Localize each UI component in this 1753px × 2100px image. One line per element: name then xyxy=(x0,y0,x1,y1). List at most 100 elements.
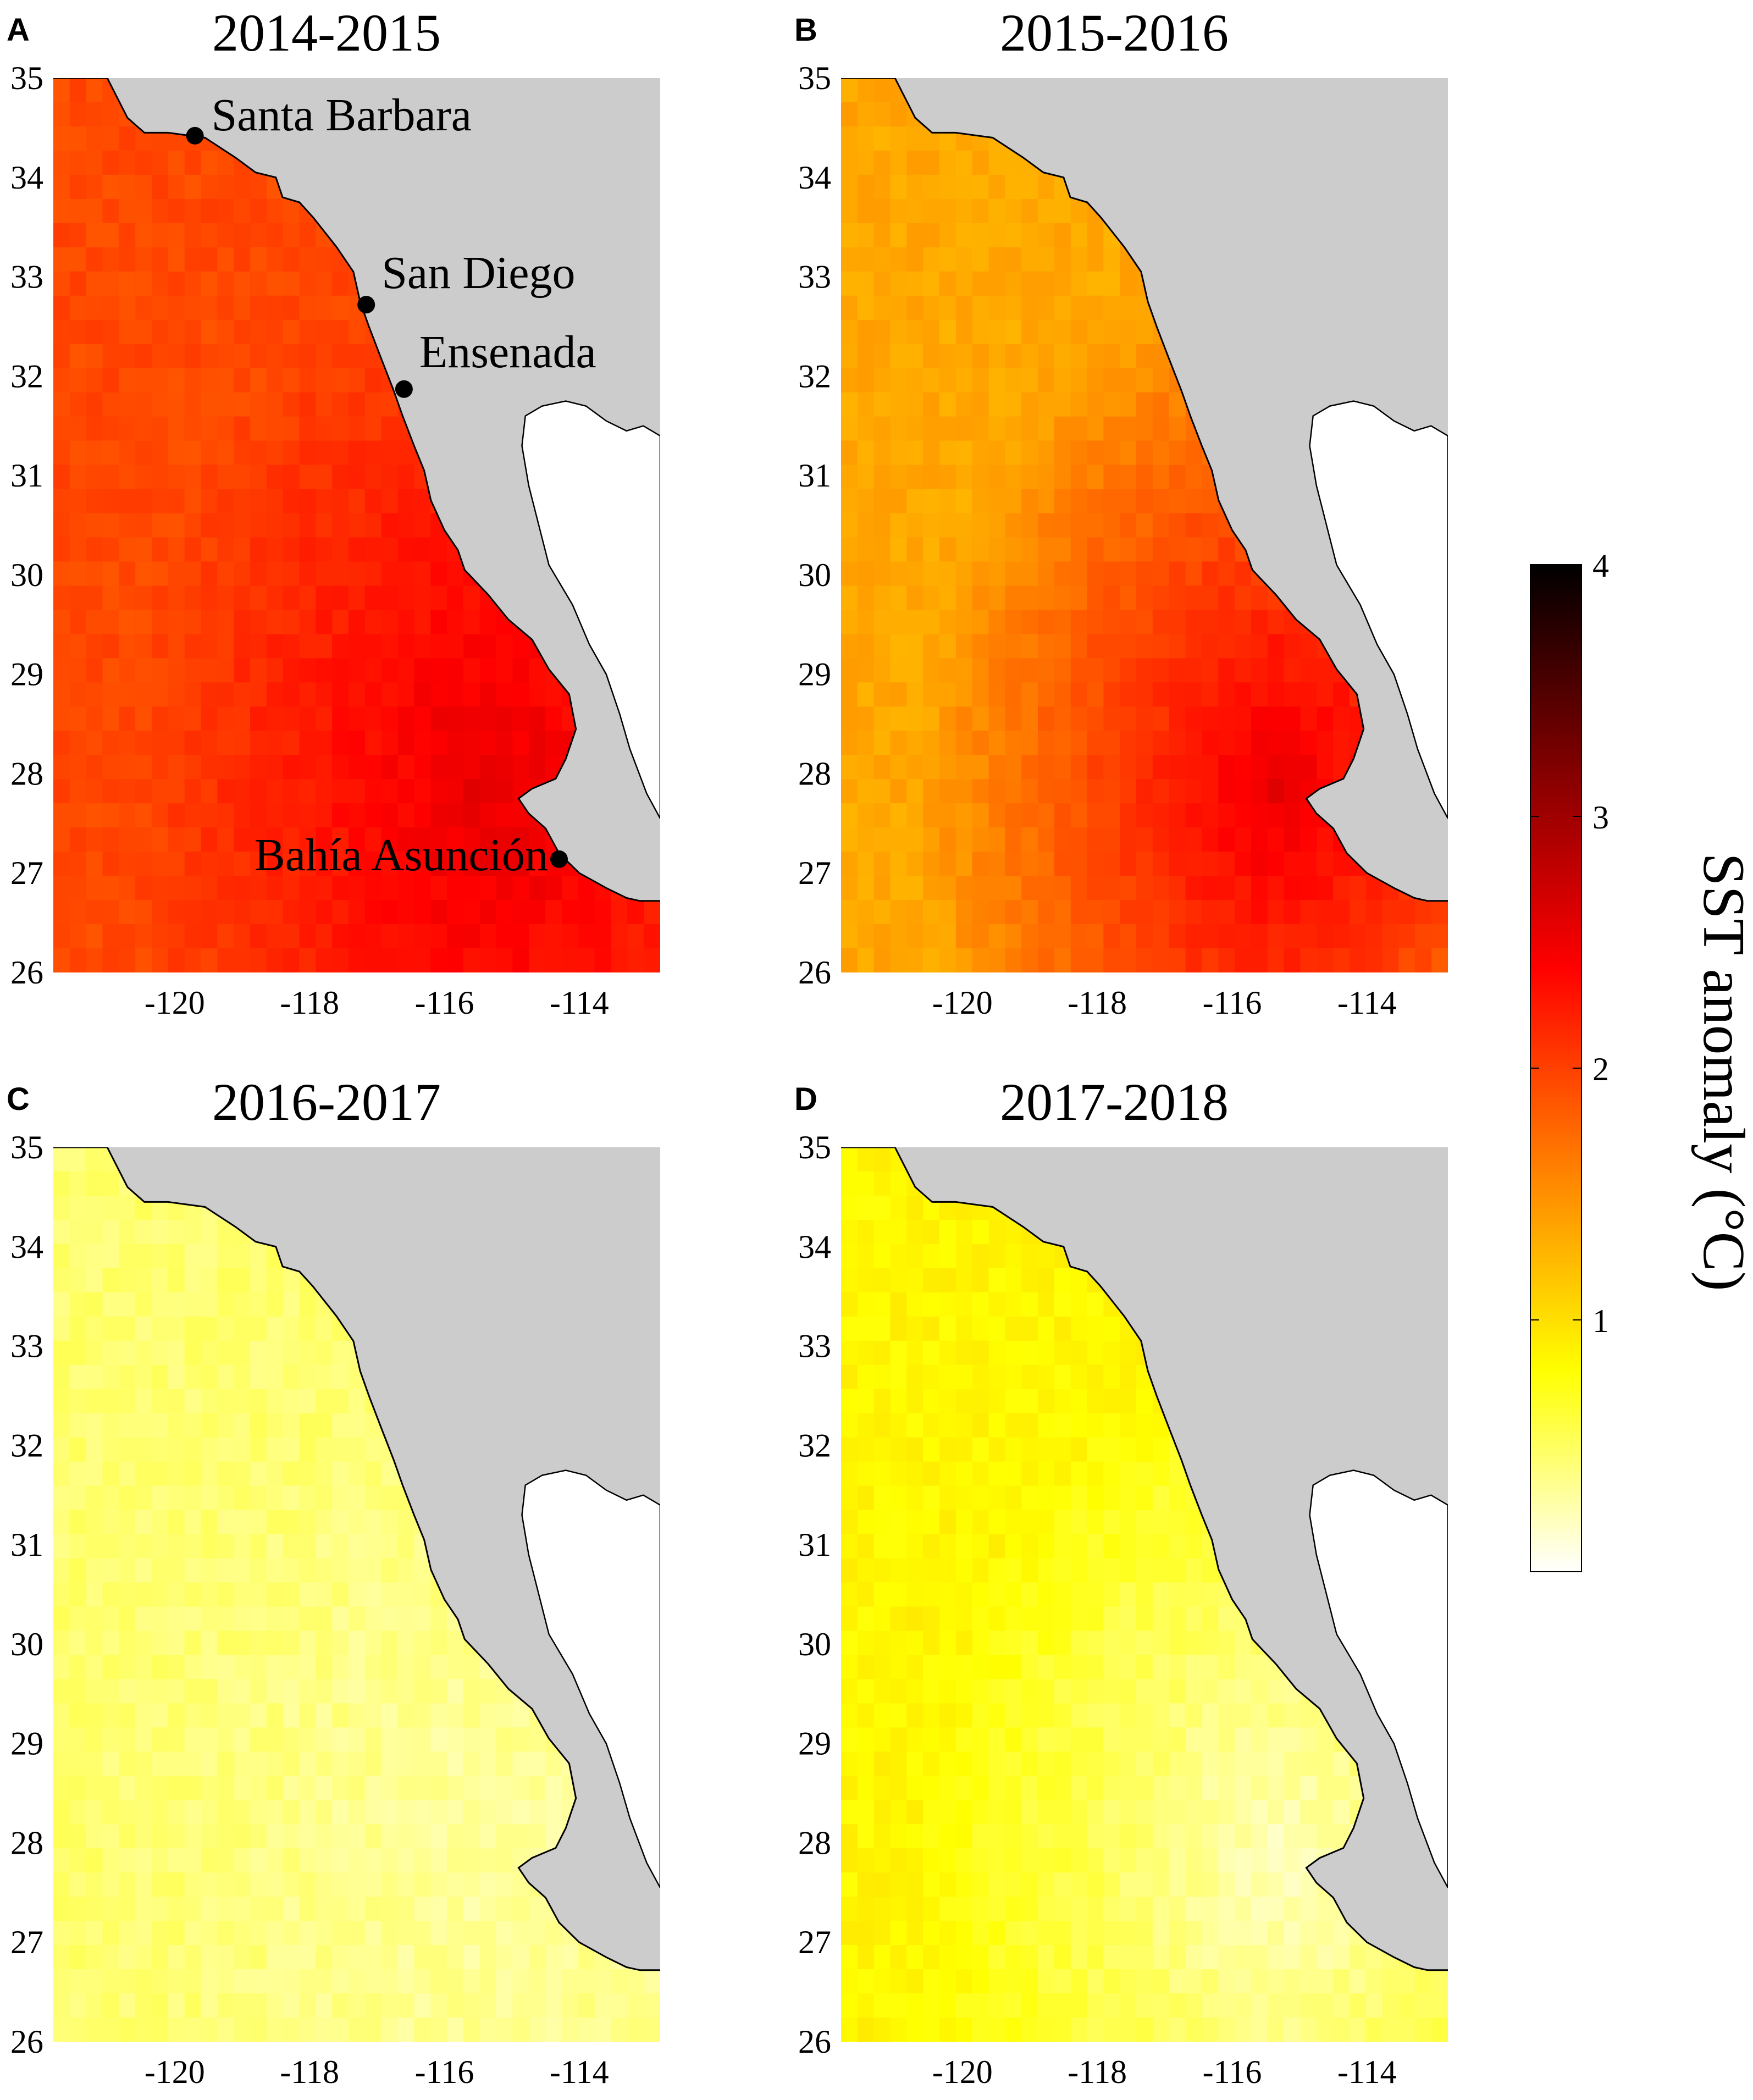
lat-tick-label: 30 xyxy=(10,1626,43,1662)
lon-tick-label: -116 xyxy=(1203,985,1262,1021)
panel-c: C 2016-2017 26 27 28 29 30 31 32 33 34 35 -120 -118 -1… xyxy=(7,1073,660,2090)
lat-tick-label: 26 xyxy=(798,954,831,991)
lat-tick-label: 33 xyxy=(10,1328,43,1364)
land-mass xyxy=(841,78,1448,901)
colorbar-tick-label: 3 xyxy=(1592,799,1609,836)
lon-tick-label: -114 xyxy=(550,2054,609,2090)
panel-letter: B xyxy=(794,12,817,48)
sst-map-d xyxy=(841,1147,1448,2042)
land-mass xyxy=(53,78,660,901)
lon-tick-label: -114 xyxy=(1337,2054,1397,2090)
place-marker xyxy=(186,126,204,145)
place-marker xyxy=(357,296,375,314)
coastline xyxy=(53,78,660,902)
lat-tick-label: 34 xyxy=(798,1229,831,1265)
lat-tick-label: 34 xyxy=(798,159,831,196)
lat-tick-label: 35 xyxy=(10,1129,43,1165)
place-label: Ensenada xyxy=(419,327,596,378)
place-label: Bahía Asunción xyxy=(255,830,548,881)
lon-tick-label: -118 xyxy=(280,985,339,1021)
land-mass xyxy=(53,1147,660,1970)
land-mass xyxy=(841,1147,1448,1970)
panel-title: 2016-2017 xyxy=(212,1073,441,1131)
place-marker xyxy=(550,850,568,868)
lon-tick-label: -116 xyxy=(1203,2054,1262,2090)
lat-tick-label: 30 xyxy=(798,557,831,593)
lat-tick-label: 29 xyxy=(798,656,831,693)
lat-tick-label: 32 xyxy=(798,358,831,394)
coastline xyxy=(53,1147,660,1971)
lat-tick-label: 33 xyxy=(798,1328,831,1364)
lat-tick-label: 28 xyxy=(10,755,43,792)
lat-tick-label: 31 xyxy=(10,1527,43,1563)
colorbar-tick-label: 2 xyxy=(1592,1051,1609,1087)
lat-tick-label: 30 xyxy=(798,1626,831,1662)
panel-letter: D xyxy=(794,1081,817,1117)
panel-a: A 2014-2015 26 27 28 29 30 31 32 33 34 35 -120 -118 -1… xyxy=(7,3,660,1021)
gulf-of-california xyxy=(521,400,660,819)
colorbar: 1 2 3 4 SST anomaly (°C) xyxy=(1530,548,1753,1572)
coastline xyxy=(841,1147,1448,1971)
lon-tick-label: -116 xyxy=(415,985,474,1021)
lat-tick-label: 28 xyxy=(798,755,831,792)
gulf-of-california xyxy=(521,1469,660,1888)
lat-tick-label: 27 xyxy=(798,1924,831,1960)
lat-tick-label: 35 xyxy=(798,1129,831,1165)
lon-tick-label: -120 xyxy=(145,985,205,1021)
lon-tick-label: -116 xyxy=(415,2054,474,2090)
gulf-of-california xyxy=(1309,1469,1448,1888)
place-label: San Diego xyxy=(381,247,575,299)
panel-d: D 2017-2018 26 27 28 29 30 31 32 33 34 35 -120 -118 -1… xyxy=(794,1073,1448,2090)
lat-tick-label: 33 xyxy=(10,259,43,295)
lat-tick-label: 32 xyxy=(10,1427,43,1463)
gulf-of-california xyxy=(1309,400,1448,819)
map-panels: A 2014-2015 26 27 28 29 30 31 32 33 34 35 -120 -118 -1… xyxy=(7,3,1448,2090)
lat-tick-label: 28 xyxy=(798,1825,831,1861)
lat-tick-label: 27 xyxy=(798,855,831,891)
panel-b: B 2015-2016 26 27 28 29 30 31 32 33 34 35 -120 -118 -1… xyxy=(794,3,1448,1021)
colorbar-tick-label: 1 xyxy=(1592,1303,1609,1339)
lat-tick-label: 32 xyxy=(798,1427,831,1463)
lat-tick-label: 31 xyxy=(10,457,43,494)
lat-tick-label: 27 xyxy=(10,1924,43,1960)
lat-tick-label: 31 xyxy=(798,1527,831,1563)
lat-tick-label: 29 xyxy=(10,656,43,693)
lon-tick-label: -118 xyxy=(1068,985,1127,1021)
lat-tick-label: 34 xyxy=(10,1229,43,1265)
lon-tick-label: -120 xyxy=(932,985,993,1021)
lat-tick-label: 34 xyxy=(10,159,43,196)
place-marker xyxy=(395,380,413,398)
lat-tick-label: 28 xyxy=(10,1825,43,1861)
lat-tick-label: 29 xyxy=(10,1726,43,1762)
lat-tick-label: 30 xyxy=(10,557,43,593)
lat-tick-label: 35 xyxy=(10,60,43,96)
lon-tick-label: -120 xyxy=(932,2054,993,2090)
lat-tick-label: 26 xyxy=(10,2024,43,2060)
lon-tick-label: -118 xyxy=(1068,2054,1127,2090)
sst-map-b xyxy=(841,78,1448,972)
lon-tick-label: -120 xyxy=(145,2054,205,2090)
sst-map-a xyxy=(53,78,660,972)
panel-title: 2015-2016 xyxy=(1000,3,1229,62)
coastline xyxy=(841,78,1448,902)
lon-tick-label: -114 xyxy=(550,985,609,1021)
lat-tick-label: 33 xyxy=(798,259,831,295)
lon-tick-label: -114 xyxy=(1337,985,1397,1021)
panel-letter: A xyxy=(7,12,30,48)
panel-title: 2014-2015 xyxy=(212,3,441,62)
colorbar-title: SST anomaly (°C) xyxy=(1691,853,1753,1291)
lat-tick-label: 32 xyxy=(10,358,43,394)
place-label: Santa Barbara xyxy=(212,90,472,141)
panel-letter: C xyxy=(7,1081,30,1117)
lon-tick-label: -118 xyxy=(280,2054,339,2090)
colorbar-tick-label: 4 xyxy=(1592,548,1609,584)
lat-tick-label: 26 xyxy=(798,2024,831,2060)
lat-tick-label: 29 xyxy=(798,1726,831,1762)
sst-map-c xyxy=(53,1147,660,2042)
lat-tick-label: 31 xyxy=(798,457,831,494)
panel-title: 2017-2018 xyxy=(1000,1073,1229,1131)
lat-tick-label: 26 xyxy=(10,954,43,991)
lat-tick-label: 27 xyxy=(10,855,43,891)
lat-tick-label: 35 xyxy=(798,60,831,96)
